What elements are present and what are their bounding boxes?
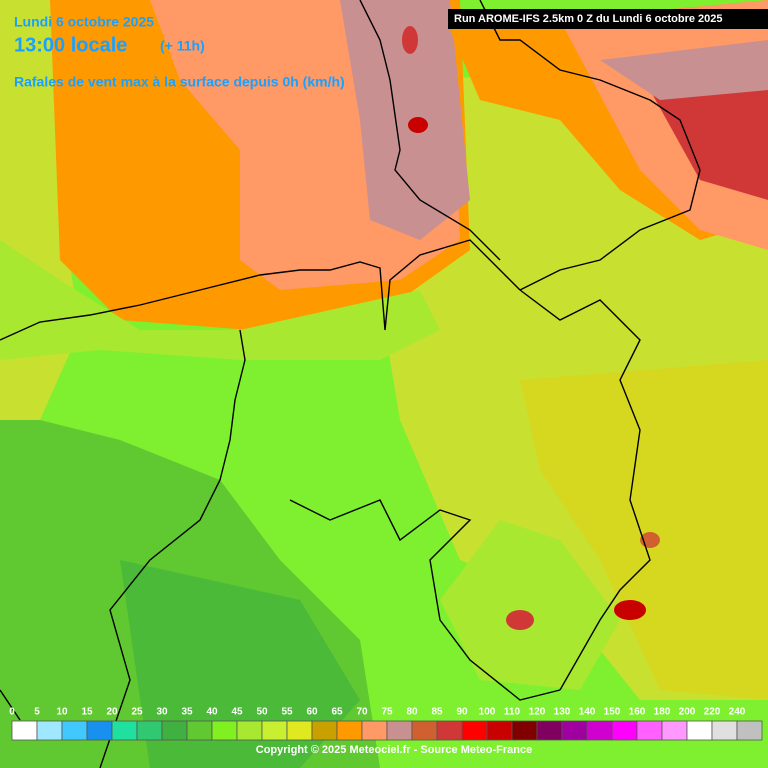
legend-label: 70 xyxy=(356,707,368,718)
legend-label: 130 xyxy=(554,707,571,718)
subtitle: Rafales de vent max à la surface depuis … xyxy=(14,74,345,90)
legend-swatch xyxy=(86,720,113,741)
legend-label: 5 xyxy=(34,707,40,718)
legend-label: 35 xyxy=(181,707,193,718)
legend-swatch xyxy=(636,720,663,741)
legend-swatch xyxy=(611,720,638,741)
legend-swatch xyxy=(411,720,438,741)
legend-swatch xyxy=(711,720,738,741)
offset: (+ 11h) xyxy=(160,38,205,54)
legend-swatch xyxy=(136,720,163,741)
legend-swatch xyxy=(186,720,213,741)
legend-label: 160 xyxy=(629,707,646,718)
legend-label: 25 xyxy=(131,707,143,718)
legend-label: 10 xyxy=(56,707,68,718)
legend-label: 65 xyxy=(331,707,343,718)
legend-swatch xyxy=(261,720,288,741)
legend-label: 140 xyxy=(579,707,596,718)
legend-swatch xyxy=(311,720,338,741)
legend-swatch xyxy=(486,720,513,741)
legend-swatch xyxy=(286,720,313,741)
legend-label: 200 xyxy=(679,707,696,718)
legend-label: 50 xyxy=(256,707,268,718)
header: Lundi 6 octobre 2025 13:00 locale (+ 11h… xyxy=(14,9,768,90)
borders xyxy=(0,0,701,768)
legend-label: 45 xyxy=(231,707,243,718)
legend-swatch xyxy=(686,720,713,741)
legend-label: 80 xyxy=(406,707,418,718)
legend-swatch xyxy=(561,720,588,741)
legend-label: 0 xyxy=(9,707,15,718)
legend-swatch xyxy=(361,720,388,741)
legend-swatch xyxy=(36,720,63,741)
legend-swatch xyxy=(61,720,88,741)
legend-label: 60 xyxy=(306,707,318,718)
run-box xyxy=(448,9,768,29)
legend-swatch xyxy=(436,720,463,741)
legend-swatch xyxy=(661,720,688,741)
legend-label: 90 xyxy=(456,707,468,718)
legend-label: 15 xyxy=(81,707,93,718)
copyright: Copyright © 2025 Meteociel.fr - Source M… xyxy=(256,744,532,756)
time: 13:00 locale xyxy=(14,34,127,56)
legend-label: 180 xyxy=(654,707,671,718)
legend-label: 30 xyxy=(156,707,168,718)
legend-swatch xyxy=(461,720,488,741)
legend-swatch xyxy=(111,720,138,741)
legend-swatch xyxy=(586,720,613,741)
legend-label: 220 xyxy=(704,707,721,718)
legend-swatch xyxy=(511,720,538,741)
legend-label: 120 xyxy=(529,707,546,718)
legend-label: 20 xyxy=(106,707,118,718)
date: Lundi 6 octobre 2025 xyxy=(14,14,154,30)
run-info: Run AROME-IFS 2.5km 0 Z du Lundi 6 octob… xyxy=(454,13,723,25)
legend-swatch xyxy=(536,720,563,741)
legend: 0 5 10 15 20 25 30 35 40 45 50 55 60 65 70 75 80 85 90 100 1… xyxy=(9,707,763,741)
legend-swatch xyxy=(736,720,763,741)
legend-swatch xyxy=(161,720,188,741)
legend-swatch xyxy=(11,720,38,741)
legend-swatch xyxy=(336,720,363,741)
legend-label: 110 xyxy=(504,707,521,718)
legend-label: 55 xyxy=(281,707,293,718)
legend-label: 75 xyxy=(381,707,393,718)
legend-swatch xyxy=(386,720,413,741)
legend-label: 150 xyxy=(604,707,621,718)
legend-label: 40 xyxy=(206,707,218,718)
legend-label: 240 xyxy=(729,707,746,718)
legend-swatch xyxy=(211,720,238,741)
legend-label: 100 xyxy=(479,707,496,718)
legend-label: 85 xyxy=(431,707,443,718)
legend-swatch xyxy=(236,720,263,741)
